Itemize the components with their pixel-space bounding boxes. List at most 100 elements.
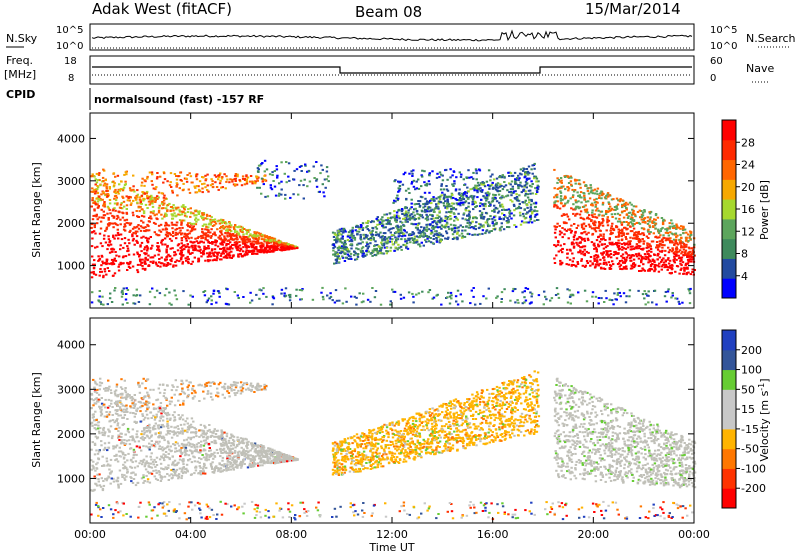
scatter-cell — [589, 184, 592, 187]
scatter-cell — [646, 216, 649, 219]
scatter-cell — [116, 202, 119, 205]
scatter-cell — [610, 225, 613, 228]
scatter-cell — [556, 196, 559, 199]
scatter-cell — [574, 214, 577, 217]
scatter-cell — [385, 219, 388, 222]
scatter-cell — [396, 237, 399, 240]
scatter-cell — [587, 200, 590, 203]
scatter-cell — [402, 243, 405, 246]
scatter-cell — [443, 193, 446, 196]
scatter-cell — [360, 224, 363, 227]
scatter-cell — [180, 251, 183, 254]
scatter-cell — [249, 233, 252, 236]
scatter-cell — [213, 255, 216, 257]
scatter-cell — [576, 237, 579, 240]
scatter-cell — [110, 222, 113, 225]
scatter-cell — [329, 295, 333, 298]
scatter-cell — [356, 243, 359, 246]
scatter-cell — [391, 243, 395, 246]
scatter-cell — [591, 295, 594, 298]
scatter-cell — [149, 247, 153, 250]
scatter-cell — [516, 199, 519, 202]
scatter-cell — [461, 229, 464, 232]
scatter-cell — [254, 252, 257, 255]
scatter-cell — [645, 246, 648, 249]
scatter-cell — [439, 188, 443, 191]
scatter-cell — [607, 207, 611, 210]
scatter-cell — [102, 303, 105, 306]
scatter-cell — [637, 244, 640, 247]
scatter-cell — [102, 180, 105, 182]
scatter-cell — [445, 211, 448, 214]
scatter-cell — [558, 207, 562, 210]
scatter-cell — [377, 234, 381, 237]
scatter-cell — [501, 194, 504, 197]
scatter-cell — [401, 213, 404, 215]
scatter-cell — [381, 220, 384, 223]
scatter-cell — [340, 247, 344, 250]
scatter-cell — [571, 196, 575, 199]
scatter-cell — [405, 213, 408, 216]
scatter-cell — [640, 248, 643, 250]
scatter-cell — [647, 258, 650, 261]
scatter-cell — [566, 186, 569, 188]
scatter-cell — [155, 177, 159, 180]
scatter-cell — [499, 197, 503, 200]
scatter-cell — [687, 239, 690, 242]
scatter-cell — [389, 303, 392, 306]
scatter-cell — [194, 218, 197, 221]
scatter-cell — [584, 204, 587, 207]
scatter-cell — [649, 216, 652, 219]
scatter-cell — [637, 252, 641, 255]
scatter-cell — [568, 218, 571, 221]
scatter-cell — [340, 245, 344, 248]
scatter-cell — [141, 258, 144, 261]
scatter-cell — [212, 220, 215, 223]
scatter-cell — [504, 209, 507, 211]
scatter-cell — [96, 185, 99, 187]
scatter-cell — [498, 201, 501, 204]
scatter-cell — [609, 205, 612, 208]
scatter-cell — [242, 448, 245, 451]
scatter-cell — [492, 228, 495, 230]
scatter-cell — [635, 238, 638, 240]
scatter-cell — [653, 224, 657, 227]
scatter-cell — [616, 293, 619, 296]
scatter-cell — [496, 189, 500, 192]
scatter-cell — [238, 249, 242, 252]
scatter-cell — [514, 190, 517, 193]
scatter-cell — [491, 196, 495, 199]
scatter-cell — [136, 263, 140, 266]
scatter-cell — [294, 245, 297, 248]
scatter-cell — [332, 253, 335, 256]
scatter-cell — [502, 196, 505, 199]
scatter-cell — [131, 235, 134, 238]
scatter-cell — [258, 297, 261, 300]
scatter-cell — [156, 198, 159, 200]
scatter-cell — [563, 233, 566, 236]
scatter-cell — [191, 251, 194, 254]
scatter-cell — [197, 242, 200, 245]
scatter-cell — [250, 299, 254, 302]
scatter-cell — [648, 226, 652, 229]
scatter-cell — [373, 249, 377, 252]
scatter-cell — [681, 301, 684, 304]
scatter-cell — [450, 210, 453, 213]
scatter-cell — [580, 258, 583, 261]
scatter-cell — [597, 302, 600, 305]
scatter-cell — [280, 193, 283, 196]
scatter-cell — [359, 233, 362, 236]
scatter-cell — [230, 257, 233, 259]
scatter-cell — [346, 248, 350, 251]
scatter-cell — [426, 219, 429, 222]
scatter-cell — [224, 232, 227, 234]
scatter-cell — [326, 294, 329, 297]
scatter-cell — [510, 180, 514, 183]
scatter-cell — [254, 236, 257, 239]
scatter-cell — [527, 201, 531, 204]
scatter-cell — [402, 232, 405, 235]
scatter-cell — [655, 303, 658, 306]
scatter-cell — [194, 191, 197, 194]
scatter-cell — [102, 168, 105, 171]
